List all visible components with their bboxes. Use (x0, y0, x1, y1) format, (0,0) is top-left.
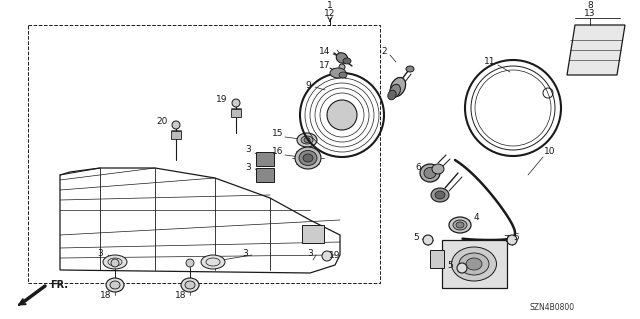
Ellipse shape (456, 222, 464, 228)
Ellipse shape (297, 133, 317, 147)
Text: SZN4B0800: SZN4B0800 (530, 303, 575, 313)
Ellipse shape (330, 68, 346, 78)
Ellipse shape (435, 191, 445, 199)
Ellipse shape (339, 72, 347, 78)
Ellipse shape (453, 220, 467, 230)
Text: 3: 3 (242, 249, 248, 257)
Ellipse shape (301, 136, 313, 144)
Ellipse shape (299, 151, 317, 166)
Ellipse shape (390, 84, 401, 98)
Text: 18: 18 (175, 291, 187, 300)
Bar (256, 168, 274, 182)
Ellipse shape (336, 53, 348, 63)
Text: 7: 7 (503, 235, 509, 244)
Text: 16: 16 (272, 147, 284, 157)
Bar (442, 240, 507, 288)
Circle shape (507, 235, 517, 245)
Ellipse shape (424, 167, 436, 179)
Text: 3: 3 (245, 162, 251, 172)
Ellipse shape (459, 253, 489, 275)
Bar (171, 131, 181, 139)
Text: 3: 3 (97, 249, 103, 257)
Ellipse shape (103, 255, 127, 269)
Ellipse shape (432, 164, 444, 174)
Circle shape (186, 259, 194, 267)
Ellipse shape (106, 278, 124, 292)
Ellipse shape (431, 188, 449, 202)
Bar (256, 152, 274, 166)
Ellipse shape (449, 217, 471, 233)
Text: 1: 1 (327, 2, 333, 11)
Text: 5: 5 (513, 233, 519, 241)
Circle shape (172, 121, 180, 129)
Ellipse shape (181, 278, 199, 292)
Text: 10: 10 (544, 147, 556, 157)
Text: 14: 14 (319, 48, 331, 56)
Ellipse shape (343, 58, 351, 64)
Polygon shape (567, 25, 625, 75)
Text: FR.: FR. (50, 280, 68, 290)
Text: 15: 15 (272, 129, 284, 137)
Ellipse shape (406, 66, 414, 72)
Text: 12: 12 (324, 10, 336, 19)
Ellipse shape (201, 255, 225, 269)
Ellipse shape (420, 164, 440, 182)
Circle shape (339, 64, 345, 70)
Text: 19: 19 (329, 251, 340, 261)
Bar (302, 225, 324, 243)
Text: 19: 19 (216, 95, 228, 105)
Ellipse shape (390, 78, 406, 97)
Text: 9: 9 (305, 80, 311, 90)
Text: 5: 5 (447, 262, 453, 271)
Text: 5: 5 (413, 233, 419, 241)
Ellipse shape (466, 258, 482, 270)
Text: 8: 8 (587, 2, 593, 11)
Ellipse shape (110, 281, 120, 289)
Text: 18: 18 (100, 291, 112, 300)
Ellipse shape (388, 90, 396, 100)
Ellipse shape (451, 247, 497, 281)
Text: 11: 11 (484, 57, 496, 66)
Circle shape (327, 100, 357, 130)
Text: 13: 13 (584, 10, 596, 19)
Text: 6: 6 (415, 162, 421, 172)
Ellipse shape (303, 154, 313, 162)
Text: 20: 20 (156, 117, 168, 127)
Text: 3: 3 (245, 145, 251, 154)
Circle shape (232, 99, 240, 107)
Ellipse shape (295, 147, 321, 169)
Ellipse shape (304, 137, 310, 143)
Circle shape (111, 259, 119, 267)
Text: 3: 3 (307, 249, 313, 257)
Ellipse shape (185, 281, 195, 289)
Circle shape (423, 235, 433, 245)
Bar (430, 250, 444, 268)
Circle shape (457, 263, 467, 273)
Circle shape (322, 251, 332, 261)
Text: 17: 17 (319, 62, 331, 70)
Text: 4: 4 (473, 213, 479, 222)
Text: 2: 2 (381, 48, 387, 56)
Bar (231, 109, 241, 117)
